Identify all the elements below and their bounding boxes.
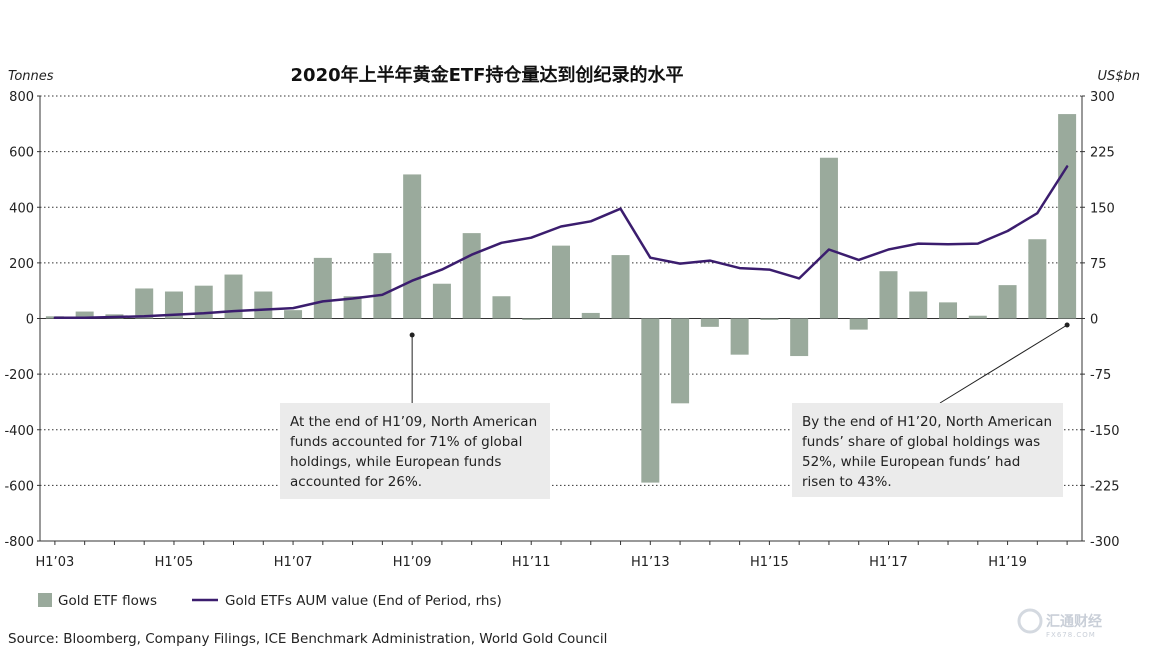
flow-bar: [879, 271, 898, 319]
aum-line: [53, 165, 1069, 320]
legend-label-flows: Gold ETF flows: [58, 593, 157, 609]
source-note: Source: Bloomberg, Company Filings, ICE …: [8, 631, 607, 647]
annotation-box: [280, 403, 550, 499]
flow-bar: [343, 296, 362, 319]
annotation-dot: [1064, 322, 1070, 328]
annotation-line: funds accounted for 71% of global: [290, 434, 522, 450]
x-tick-label: H1’09: [393, 555, 432, 570]
watermark-logo-icon: [1017, 608, 1043, 634]
x-tick-label: H1’19: [988, 555, 1027, 570]
annotation-dot: [409, 332, 415, 338]
left-tick-label: 400: [9, 201, 34, 216]
x-tick-label: H1’05: [155, 555, 194, 570]
flow-bar: [403, 174, 422, 319]
annotation-line: 52%, while European funds’ had: [802, 454, 1020, 470]
legend-bar-swatch: [38, 593, 52, 607]
flow-bar: [968, 315, 987, 319]
right-axis-ticks: 300 225 150 75 0 -75 -150 -225 -300: [1082, 90, 1120, 550]
right-tick-label: 225: [1090, 146, 1115, 161]
flow-bar: [641, 318, 660, 483]
annotation-line: holdings, while European funds: [290, 454, 501, 470]
gold-etf-flow-bars: [45, 114, 1077, 483]
flow-bar: [1058, 114, 1077, 319]
aum-series-line: [53, 165, 1069, 320]
flow-bar: [581, 312, 600, 319]
x-axis-ticks: H1’03 H1’05 H1’07 H1’09 H1’11 H1’13 H1’15 H1’17…: [36, 541, 1068, 570]
annotation-box: [792, 403, 1063, 497]
annotation-line: accounted for 26%.: [290, 474, 422, 490]
flow-bar: [552, 245, 570, 319]
right-tick-label: 150: [1090, 201, 1115, 216]
flow-bar: [135, 288, 154, 319]
flow-bar: [1028, 239, 1047, 319]
flow-bar: [164, 291, 183, 319]
legend-label-aum: Gold ETFs AUM value (End of Period, rhs): [225, 593, 502, 609]
right-tick-label: 75: [1090, 257, 1107, 272]
flow-bar: [849, 318, 868, 330]
flow-bar: [819, 157, 838, 319]
annotation-line: At the end of H1’09, North American: [290, 414, 537, 430]
legend: Gold ETF flows Gold ETFs AUM value (End …: [38, 593, 502, 609]
annotation-line: risen to 43%.: [802, 474, 892, 490]
left-tick-label: -400: [4, 424, 34, 439]
flow-bar: [700, 318, 719, 327]
left-tick-label: 800: [9, 90, 34, 105]
flow-bar: [760, 318, 779, 320]
flow-bar: [284, 310, 303, 319]
left-axis-unit: Tonnes: [8, 69, 54, 84]
left-tick-label: 0: [26, 313, 34, 328]
flow-bar: [790, 318, 809, 357]
left-tick-label: -600: [4, 479, 34, 494]
x-tick-label: H1’11: [512, 555, 551, 570]
flow-bar: [671, 318, 690, 404]
annotation-line: funds’ share of global holdings was: [802, 434, 1040, 450]
right-tick-label: -150: [1090, 424, 1120, 439]
right-tick-label: -225: [1090, 479, 1120, 494]
left-tick-label: -800: [4, 535, 34, 550]
right-tick-label: 300: [1090, 90, 1115, 105]
flow-bar: [373, 253, 392, 319]
flow-bar: [730, 318, 749, 355]
left-axis-ticks: 800 600 400 200 0 -200 -400 -600 -800: [4, 90, 40, 550]
x-tick-label: H1’07: [274, 555, 313, 570]
flow-bar: [522, 318, 541, 320]
right-axis-unit: US$bn: [1097, 69, 1140, 84]
right-tick-label: 0: [1090, 313, 1098, 328]
right-tick-label: -300: [1090, 535, 1120, 550]
annotation-h1-20: By the end of H1’20, North American fund…: [792, 322, 1070, 497]
flow-bar: [611, 255, 630, 319]
x-tick-label: H1’03: [36, 555, 75, 570]
flow-bar: [224, 274, 243, 319]
right-tick-label: -75: [1090, 368, 1111, 383]
flow-bar: [432, 283, 451, 319]
annotation-leader-line: [939, 324, 1068, 404]
x-tick-label: H1’17: [869, 555, 908, 570]
flow-bar: [998, 285, 1017, 319]
chart-title: 2020年上半年黄金ETF持仓量达到创纪录的水平: [291, 64, 684, 86]
left-tick-label: 600: [9, 146, 34, 161]
x-tick-label: H1’15: [750, 555, 789, 570]
flow-bar: [313, 257, 332, 319]
flow-bar: [194, 285, 213, 319]
watermark: 汇通财经 FX678.COM: [1017, 608, 1102, 639]
flow-bar: [939, 302, 958, 319]
annotation-line: By the end of H1’20, North American: [802, 414, 1052, 430]
left-tick-label: -200: [4, 368, 34, 383]
flow-bar: [254, 291, 273, 319]
annotation-h1-09: At the end of H1’09, North American fund…: [280, 332, 550, 499]
left-tick-label: 200: [9, 257, 34, 272]
flow-bar: [492, 296, 511, 319]
flow-bar: [462, 233, 481, 319]
flow-bar: [909, 291, 928, 319]
watermark-brand: 汇通财经: [1046, 613, 1102, 630]
x-tick-label: H1’13: [631, 555, 670, 570]
watermark-domain: FX678.COM: [1046, 631, 1096, 639]
flow-bar: [75, 311, 94, 319]
